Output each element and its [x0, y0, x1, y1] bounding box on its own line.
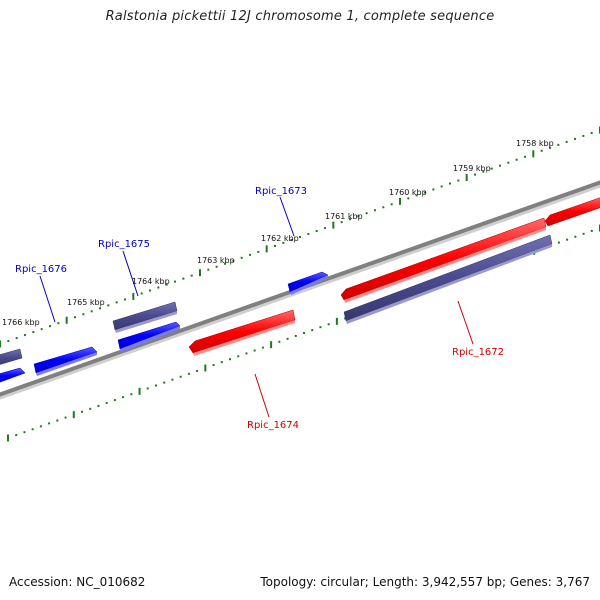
tick-label: 1758 kbp	[516, 139, 554, 148]
gene-left-edge-arrow[interactable]	[0, 367, 26, 384]
scale-labels: 1758 kbp 1759 kbp 1760 kbp 1761 kbp 1762…	[2, 139, 554, 327]
outer-scale-dots	[0, 126, 600, 348]
tick-label: 1760 kbp	[389, 188, 427, 197]
tick-label: 1765 kbp	[67, 298, 105, 307]
gene-rpic-1674-arrow[interactable]	[188, 309, 296, 354]
accession-text: Accession: NC_010682	[9, 575, 146, 589]
tick-label: 1764 kbp	[132, 277, 170, 286]
map-title: Ralstonia pickettii 12J chromosome 1, co…	[105, 9, 495, 24]
tick-label: 1759 kbp	[453, 164, 491, 173]
gene-dark-left-edge[interactable]	[0, 348, 23, 366]
tick-label: 1762 kbp	[261, 234, 299, 243]
gene-label-rpic-1673[interactable]: Rpic_1673	[255, 186, 307, 197]
tick-label: 1761 kbp	[325, 212, 363, 221]
gene-rpic-1672-dark[interactable]	[343, 234, 553, 322]
label-leaders	[39, 196, 474, 418]
topology-summary: Topology: circular; Length: 3,942,557 bp…	[260, 575, 590, 589]
gene-right-edge-arrow[interactable]	[544, 196, 600, 227]
gene-label-rpic-1675[interactable]: Rpic_1675	[98, 239, 150, 250]
tick-label: 1766 kbp	[2, 318, 40, 327]
tick-label: 1763 kbp	[197, 256, 235, 265]
gene-labels: Rpic_1673 Rpic_1675 Rpic_1676 Rpic_1672 …	[15, 186, 504, 431]
gene-label-rpic-1676[interactable]: Rpic_1676	[15, 264, 67, 275]
reverse-strand-genes	[188, 196, 600, 356]
gene-label-rpic-1674[interactable]: Rpic_1674	[247, 420, 299, 431]
gene-rpic-1676-arrow[interactable]	[33, 346, 98, 374]
gene-label-rpic-1672[interactable]: Rpic_1672	[452, 347, 504, 358]
forward-strand-genes	[0, 271, 329, 384]
gene-rpic-1672-upper-arrow[interactable]	[340, 217, 547, 301]
